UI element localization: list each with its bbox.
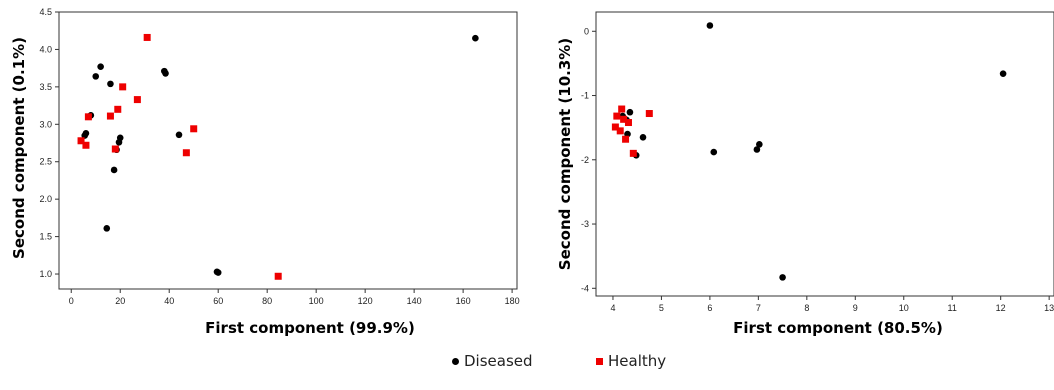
data-point-diseased [103,225,111,232]
x-tick-label: 7 [756,303,761,313]
data-point-diseased [97,63,104,70]
data-point-diseased [81,132,89,139]
data-point-diseased [472,34,479,42]
x-tick-label: 20 [115,296,125,306]
x-tick-label: 12 [996,303,1006,313]
data-point-diseased [639,133,647,141]
data-point-diseased [214,269,222,276]
data-point-diseased [706,22,714,29]
x-axis-title: First component (99.9%) [205,319,415,337]
x-tick-label: 0 [69,296,74,306]
x-tick-label: 13 [1044,303,1054,313]
data-point-healthy [616,127,624,135]
scatter-plot-right: 4 5 6 7 8 9 10 11 12 13 0 -1 -2 -3 -4 First component (… [556,11,1054,337]
x-tick-label: 5 [659,303,664,313]
data-point-healthy [111,145,119,153]
data-point-diseased [779,274,786,281]
x-tick-label: 100 [309,296,324,306]
data-point-healthy [190,125,198,133]
x-tick-label: 60 [213,296,223,306]
legend-item-diseased: Diseased [452,352,533,370]
x-tick-label: 140 [407,296,422,306]
data-point-healthy [133,96,141,104]
data-point-healthy [629,149,637,157]
x-tick-label: 8 [804,303,809,313]
data-point-healthy [77,137,85,145]
y-tick-label: 4.0 [39,44,52,54]
y-tick-label: 4.5 [39,7,52,17]
x-tick-label: 40 [164,296,174,306]
data-point-healthy [274,272,282,280]
x-tick-label: 160 [456,296,471,306]
data-point-diseased [175,131,183,139]
data-point-diseased [162,70,169,77]
y-tick-label: 0 [584,26,589,36]
legend-healthy-label: Healthy [608,352,667,370]
y-tick-label: 1.5 [39,232,52,242]
y-axis-title: Second component (0.1%) [10,37,28,259]
legend: Diseased Healthy [0,352,1054,382]
y-tick-label: -2 [581,155,589,165]
y-tick-label: 3.0 [39,119,52,129]
legend-healthy-marker-icon [596,357,603,365]
x-tick-label: 4 [610,303,615,313]
y-tick-label: 3.5 [39,82,52,92]
data-point-diseased [626,108,634,116]
data-point-diseased [115,138,123,146]
data-point-healthy [622,135,630,143]
x-tick-label: 9 [853,303,858,313]
data-point-healthy [611,123,619,131]
data-point-healthy [624,119,632,127]
data-point-healthy [182,149,190,157]
data-point-healthy [119,83,127,91]
legend-diseased-label: Diseased [464,352,533,370]
y-axis-title: Second component (10.3%) [556,38,574,270]
y-tick-label: 2.5 [39,157,52,167]
x-tick-label: 120 [358,296,373,306]
y-tick-label: -4 [581,283,589,293]
x-axis-title: First component (80.5%) [733,319,943,337]
data-point-healthy [618,105,626,113]
legend-diseased-marker-icon [452,357,459,365]
scatter-plot-left: 0 20 40 60 80 100 120 140 160 180 1.0 1.5 2.0 2.5 3.0 3… [10,7,520,337]
y-tick-label: -3 [581,219,589,229]
data-point-healthy [106,112,114,120]
data-point-healthy [620,115,628,123]
data-point-healthy [84,113,92,121]
x-tick-label: 6 [707,303,712,313]
x-tick-label: 80 [262,296,272,306]
legend-item-healthy: Healthy [596,352,666,370]
data-point-diseased [999,70,1007,77]
x-tick-label: 11 [948,303,957,313]
plot-frame [58,11,518,290]
data-point-healthy [645,110,653,118]
y-tick-label: 1.0 [39,269,52,279]
data-point-diseased [710,148,718,156]
data-point-healthy [613,112,621,120]
data-point-healthy [114,105,122,113]
plot-frame [595,11,1054,297]
data-point-diseased [110,166,118,174]
data-point-diseased [107,80,114,88]
data-point-healthy [82,141,90,149]
data-point-diseased [92,73,100,80]
x-tick-label: 180 [505,296,520,306]
data-point-healthy [143,33,151,41]
y-tick-label: 2.0 [39,194,52,204]
x-tick-label: 10 [899,303,909,313]
data-point-diseased [753,146,761,153]
y-tick-label: -1 [581,91,589,101]
data-point-diseased [756,141,763,148]
